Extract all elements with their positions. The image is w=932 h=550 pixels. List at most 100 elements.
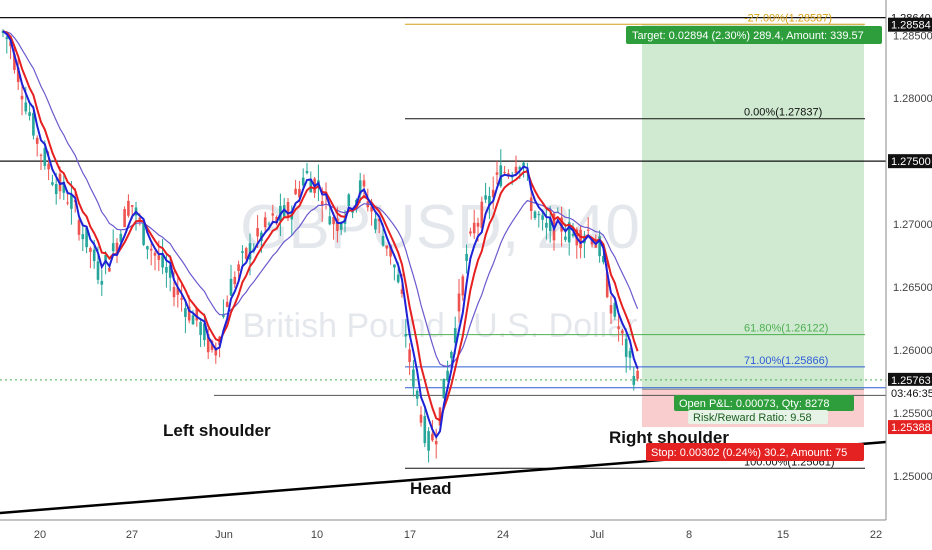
candle-body: [70, 195, 73, 209]
profit-zone: [642, 24, 864, 390]
candle-body: [332, 216, 335, 225]
candle-body: [214, 348, 218, 356]
candle-body: [457, 293, 461, 312]
price-badge-2[interactable]: [888, 154, 932, 169]
candle-body: [598, 236, 601, 257]
candle-body: [256, 228, 259, 237]
candle-body: [111, 243, 115, 252]
candle-body: [180, 298, 183, 300]
price-badge-3[interactable]: [888, 372, 932, 387]
price-badge-1[interactable]: [888, 17, 932, 32]
candle-body: [461, 276, 465, 296]
candle-body: [81, 234, 85, 240]
candle-body: [453, 328, 457, 343]
candle-body: [191, 315, 195, 325]
price-badge-label-5: 1.25388: [891, 422, 931, 434]
candle-body: [286, 202, 290, 218]
candle-body: [602, 256, 605, 263]
candle-body: [301, 177, 305, 186]
candle-body: [85, 228, 88, 248]
candle-body: [518, 167, 522, 170]
candle-body: [142, 222, 145, 245]
candle-body: [393, 264, 396, 268]
candle-body: [54, 183, 58, 195]
candle-body: [305, 170, 309, 174]
price-badge-4[interactable]: [888, 385, 932, 400]
candle-body: [66, 202, 69, 204]
candle-body: [203, 323, 206, 341]
candle-body: [222, 314, 225, 317]
candle-body: [628, 350, 632, 358]
candle-body: [465, 253, 468, 261]
candle-body: [309, 178, 313, 193]
candle-body: [594, 244, 598, 248]
time-axis-background: [0, 520, 886, 550]
time-tick-label-6: Jul: [590, 529, 604, 541]
candle-body: [537, 214, 541, 216]
price-tick-label-6: 1.28500: [893, 30, 932, 42]
candle-body: [533, 211, 537, 219]
price-badge-5[interactable]: [888, 420, 932, 435]
candle-body: [146, 246, 149, 250]
candle-body: [100, 281, 104, 285]
candle-body: [237, 264, 240, 272]
candle-body: [77, 220, 81, 235]
candle-body: [389, 245, 392, 257]
candle-body: [427, 431, 430, 451]
candle-body: [446, 370, 449, 381]
candle-body: [404, 334, 408, 337]
candle-body: [298, 188, 301, 198]
time-tick-label-7: 8: [686, 529, 692, 541]
fib-level-label-4: -27.00%(1.28587): [744, 12, 832, 24]
candle-body: [571, 234, 575, 236]
candle-body: [47, 163, 50, 170]
candle-body: [153, 252, 157, 256]
candle-body: [172, 287, 176, 298]
target-label-bg: [626, 26, 882, 44]
candle-body: [347, 194, 351, 206]
candle-body: [149, 248, 153, 251]
candle-body: [491, 189, 495, 198]
candle-body: [431, 433, 434, 441]
price-axis[interactable]: 1.25000 1.25500 1.26000 1.26500 1.27000 1.280…: [885, 0, 932, 550]
candle-body: [32, 112, 35, 136]
candle-body: [579, 229, 582, 249]
time-axis[interactable]: 20 27 Jun 10 17 24 Jul 8 15 22: [0, 519, 886, 550]
watermark-description: British Pound / U.S. Dollar: [243, 307, 638, 345]
candle-body: [24, 102, 28, 112]
candle-body: [210, 340, 214, 350]
candle-body: [567, 222, 571, 243]
rr-label-bg: [688, 410, 828, 424]
candle-body: [412, 369, 415, 387]
candle-body: [39, 154, 43, 156]
candle-body: [96, 261, 100, 280]
candle-body: [529, 197, 533, 211]
candle-body: [514, 166, 518, 174]
candle-body: [624, 338, 628, 357]
candle-body: [442, 378, 446, 399]
candle-body: [275, 216, 278, 224]
candle-body: [548, 217, 552, 232]
candle-body: [636, 370, 639, 379]
pattern-annotations: Left shoulder Head Right shoulder: [163, 421, 729, 498]
pnl-label: Open P&L: 0.00073, Qty: 8278: [679, 398, 829, 410]
candle-body: [271, 213, 275, 216]
candle-body: [469, 231, 472, 234]
price-badge-label-3: 1.25763: [891, 375, 931, 387]
candle-body: [415, 390, 419, 399]
candle-body: [408, 349, 411, 362]
candle-body: [16, 67, 20, 82]
annotation-right-shoulder: Right shoulder: [609, 428, 729, 447]
candle-body: [138, 217, 142, 220]
candle-body: [370, 206, 373, 212]
candle-body: [419, 414, 423, 423]
price-badge-label-2: 1.27500: [891, 156, 931, 168]
rr-label: Risk/Reward Ratio: 9.58: [693, 412, 812, 424]
candle-body: [161, 253, 164, 268]
annotation-head: Head: [410, 479, 452, 498]
stop-label: Stop: 0.00302 (0.24%) 30.2, Amount: 75: [651, 447, 847, 459]
time-tick-label-4: 17: [404, 529, 416, 541]
candle-body: [613, 303, 617, 317]
